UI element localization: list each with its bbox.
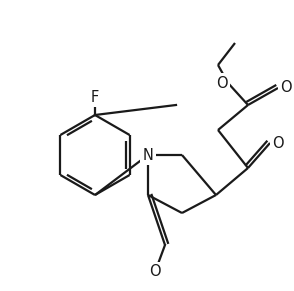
Text: F: F <box>91 90 99 104</box>
Text: O: O <box>216 75 228 91</box>
Text: N: N <box>143 148 153 162</box>
Text: O: O <box>280 81 292 95</box>
Text: O: O <box>272 136 284 150</box>
Text: O: O <box>149 265 161 279</box>
